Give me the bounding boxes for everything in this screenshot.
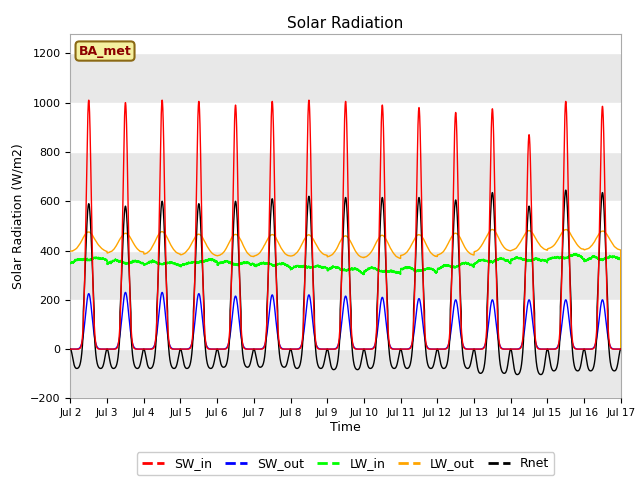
Line: SW_in: SW_in [70,100,621,349]
Rnet [537,372,545,377]
LW_in [179,262,186,268]
Rnet [562,187,570,193]
Bar [70,152,621,201]
Legend: SW_in, SW_out, LW_in, LW_out, Rnet: SW_in, SW_out, LW_in, LW_out, Rnet [137,452,554,475]
SW_in [184,346,192,352]
SW_out [617,346,625,352]
SW_out [273,323,280,329]
LW_out [615,247,623,252]
SW_in [422,337,429,343]
Line: LW_in: LW_in [70,253,621,349]
SW_in [615,346,623,352]
Title: Solar Radiation: Solar Radiation [287,16,404,31]
Bar [70,349,621,398]
Rnet [500,371,508,376]
SW_out [422,339,429,345]
LW_in [67,261,74,266]
Rnet [179,353,186,359]
LW_in [422,266,429,272]
LW_in [572,251,580,256]
LW_out [184,246,192,252]
SW_out [615,346,623,352]
LW_in [615,256,623,262]
LW_out [488,227,496,232]
Text: BA_met: BA_met [79,45,131,58]
LW_out [179,252,186,257]
Rnet [67,346,74,352]
Rnet [422,344,429,350]
SW_in [500,346,508,352]
LW_out [67,248,74,254]
LW_out [273,236,280,242]
Line: Rnet: Rnet [70,190,621,374]
Line: LW_out: LW_out [70,229,621,349]
LW_in [184,260,192,266]
SW_out [67,346,74,352]
Bar [70,53,621,103]
SW_in [273,285,280,290]
Rnet [617,346,625,352]
SW_in [67,346,74,352]
SW_in [179,346,186,352]
LW_in [500,255,508,261]
SW_in [617,346,625,352]
LW_out [422,240,429,246]
SW_in [85,97,93,103]
LW_out [500,244,508,250]
SW_out [179,346,186,352]
SW_out [122,289,129,295]
SW_out [184,346,192,352]
Bar [70,251,621,300]
LW_in [273,263,280,268]
Rnet [184,365,192,371]
X-axis label: Time: Time [330,421,361,434]
Y-axis label: Solar Radiation (W/m2): Solar Radiation (W/m2) [12,143,24,289]
LW_out [617,346,625,352]
Rnet [273,279,280,285]
SW_out [500,346,508,352]
LW_in [617,346,625,352]
Line: SW_out: SW_out [70,292,621,349]
Rnet [615,353,623,359]
